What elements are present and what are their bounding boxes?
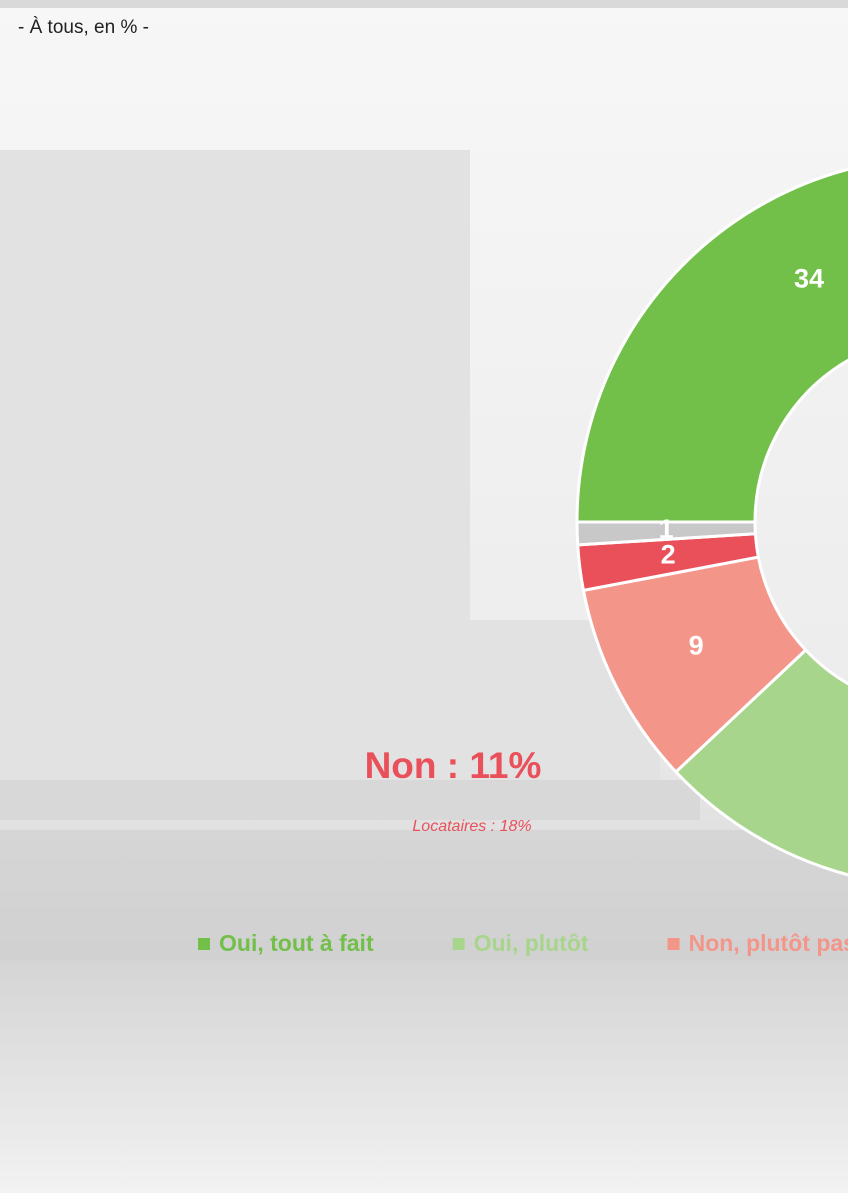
subtitle: - À tous, en % - bbox=[18, 17, 149, 38]
donut-segment bbox=[575, 167, 848, 524]
data-label: 34 bbox=[794, 263, 824, 293]
data-label: 2 bbox=[661, 540, 676, 570]
donut-segment bbox=[673, 647, 848, 877]
building-silhouette bbox=[0, 150, 848, 960]
legend-swatch bbox=[198, 938, 210, 950]
legend-label: Non, plutôt pas bbox=[689, 930, 848, 956]
donut-segment bbox=[575, 520, 757, 547]
annotation: Locataires : 18% bbox=[412, 818, 531, 835]
legend-label: Oui, tout à fait bbox=[219, 930, 374, 956]
data-label: 1 bbox=[659, 514, 674, 544]
legend-swatch bbox=[452, 938, 465, 950]
data-label: 9 bbox=[689, 630, 704, 660]
legend-swatch bbox=[667, 938, 680, 950]
annotation: Non : 11% bbox=[365, 745, 542, 786]
top-bar bbox=[0, 0, 848, 8]
legend-label: Oui, plutôt bbox=[474, 930, 589, 956]
